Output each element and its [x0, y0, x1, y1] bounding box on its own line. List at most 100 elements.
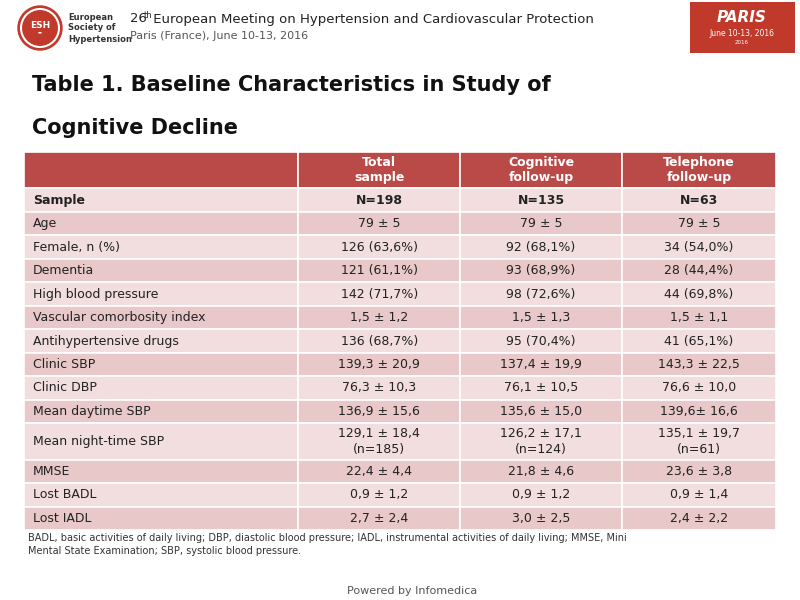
Text: PARIS: PARIS — [717, 10, 767, 25]
Text: European: European — [68, 13, 113, 22]
FancyBboxPatch shape — [298, 329, 460, 353]
FancyBboxPatch shape — [24, 506, 298, 530]
Text: 23,6 ± 3,8: 23,6 ± 3,8 — [666, 465, 732, 478]
FancyBboxPatch shape — [460, 423, 622, 460]
Circle shape — [18, 6, 62, 50]
Text: Age: Age — [33, 217, 58, 230]
Text: 136 (68,7%): 136 (68,7%) — [341, 335, 418, 347]
FancyBboxPatch shape — [298, 283, 460, 306]
FancyBboxPatch shape — [460, 400, 622, 423]
FancyBboxPatch shape — [298, 376, 460, 400]
FancyBboxPatch shape — [298, 353, 460, 376]
Text: 0,9 ± 1,2: 0,9 ± 1,2 — [350, 488, 409, 501]
FancyBboxPatch shape — [460, 506, 622, 530]
Text: 129,1 ± 18,4
(n=185): 129,1 ± 18,4 (n=185) — [338, 427, 420, 455]
Text: 135,1 ± 19,7
(n=61): 135,1 ± 19,7 (n=61) — [658, 427, 740, 455]
Text: 121 (61,1%): 121 (61,1%) — [341, 264, 418, 277]
FancyBboxPatch shape — [298, 506, 460, 530]
FancyBboxPatch shape — [460, 235, 622, 259]
Text: Total
sample: Total sample — [354, 156, 405, 184]
Text: 28 (44,4%): 28 (44,4%) — [664, 264, 734, 277]
FancyBboxPatch shape — [24, 152, 298, 188]
FancyBboxPatch shape — [460, 283, 622, 306]
Text: Mean daytime SBP: Mean daytime SBP — [33, 405, 150, 418]
Text: N=63: N=63 — [680, 194, 718, 206]
FancyBboxPatch shape — [622, 460, 776, 483]
Text: 41 (65,1%): 41 (65,1%) — [664, 335, 734, 347]
Text: 2016: 2016 — [735, 40, 749, 44]
Text: MMSE: MMSE — [33, 465, 70, 478]
Text: 126,2 ± 17,1
(n=124): 126,2 ± 17,1 (n=124) — [500, 427, 582, 455]
Text: Telephone
follow-up: Telephone follow-up — [663, 156, 734, 184]
FancyBboxPatch shape — [24, 400, 298, 423]
Text: 22,4 ± 4,4: 22,4 ± 4,4 — [346, 465, 412, 478]
Text: 126 (63,6%): 126 (63,6%) — [341, 241, 418, 254]
FancyBboxPatch shape — [690, 2, 795, 53]
Text: 79 ± 5: 79 ± 5 — [678, 217, 720, 230]
Text: Table 1. Baseline Characteristics in Study of: Table 1. Baseline Characteristics in Stu… — [32, 75, 550, 95]
Text: 95 (70,4%): 95 (70,4%) — [506, 335, 576, 347]
FancyBboxPatch shape — [298, 152, 460, 188]
Text: Antihypertensive drugs: Antihypertensive drugs — [33, 335, 179, 347]
FancyBboxPatch shape — [622, 235, 776, 259]
FancyBboxPatch shape — [298, 423, 460, 460]
FancyBboxPatch shape — [24, 283, 298, 306]
Text: 1,5 ± 1,3: 1,5 ± 1,3 — [512, 311, 570, 324]
Text: 135,6 ± 15,0: 135,6 ± 15,0 — [500, 405, 582, 418]
FancyBboxPatch shape — [298, 483, 460, 506]
Text: 143,3 ± 22,5: 143,3 ± 22,5 — [658, 358, 740, 371]
Text: ESH: ESH — [30, 20, 50, 29]
Text: 79 ± 5: 79 ± 5 — [358, 217, 401, 230]
FancyBboxPatch shape — [460, 329, 622, 353]
Text: Mean night-time SBP: Mean night-time SBP — [33, 435, 164, 448]
FancyBboxPatch shape — [460, 460, 622, 483]
Text: 2,4 ± 2,2: 2,4 ± 2,2 — [670, 512, 728, 525]
FancyBboxPatch shape — [622, 353, 776, 376]
Text: th: th — [144, 10, 153, 19]
Text: 21,8 ± 4,6: 21,8 ± 4,6 — [508, 465, 574, 478]
FancyBboxPatch shape — [622, 188, 776, 212]
Text: Lost IADL: Lost IADL — [33, 512, 91, 525]
Text: 26: 26 — [130, 13, 147, 25]
Text: 44 (69,8%): 44 (69,8%) — [664, 287, 734, 301]
Text: 98 (72,6%): 98 (72,6%) — [506, 287, 576, 301]
FancyBboxPatch shape — [298, 188, 460, 212]
Text: 137,4 ± 19,9: 137,4 ± 19,9 — [500, 358, 582, 371]
FancyBboxPatch shape — [24, 460, 298, 483]
FancyBboxPatch shape — [622, 400, 776, 423]
Text: 1,5 ± 1,2: 1,5 ± 1,2 — [350, 311, 409, 324]
FancyBboxPatch shape — [298, 306, 460, 329]
FancyBboxPatch shape — [460, 152, 622, 188]
Text: Vascular comorbosity index: Vascular comorbosity index — [33, 311, 206, 324]
Text: Powered by Infomedica: Powered by Infomedica — [347, 586, 477, 596]
Text: June 10-13, 2016: June 10-13, 2016 — [710, 28, 774, 37]
Text: 2,7 ± 2,4: 2,7 ± 2,4 — [350, 512, 409, 525]
Text: 34 (54,0%): 34 (54,0%) — [664, 241, 734, 254]
FancyBboxPatch shape — [24, 353, 298, 376]
Text: 92 (68,1%): 92 (68,1%) — [506, 241, 576, 254]
Text: 76,3 ± 10,3: 76,3 ± 10,3 — [342, 382, 416, 394]
Text: ▬: ▬ — [38, 31, 42, 35]
FancyBboxPatch shape — [298, 235, 460, 259]
Text: 139,3 ± 20,9: 139,3 ± 20,9 — [338, 358, 420, 371]
Text: 139,6± 16,6: 139,6± 16,6 — [660, 405, 738, 418]
FancyBboxPatch shape — [622, 376, 776, 400]
FancyBboxPatch shape — [24, 235, 298, 259]
FancyBboxPatch shape — [622, 283, 776, 306]
FancyBboxPatch shape — [24, 423, 298, 460]
Text: 0,9 ± 1,2: 0,9 ± 1,2 — [512, 488, 570, 501]
Text: 76,6 ± 10,0: 76,6 ± 10,0 — [662, 382, 736, 394]
Text: Hypertension: Hypertension — [68, 34, 132, 43]
Text: 136,9 ± 15,6: 136,9 ± 15,6 — [338, 405, 420, 418]
Text: N=135: N=135 — [518, 194, 565, 206]
FancyBboxPatch shape — [622, 423, 776, 460]
FancyBboxPatch shape — [622, 152, 776, 188]
Text: 1,5 ± 1,1: 1,5 ± 1,1 — [670, 311, 728, 324]
Text: Cognitive
follow-up: Cognitive follow-up — [508, 156, 574, 184]
FancyBboxPatch shape — [298, 212, 460, 235]
Text: Cognitive Decline: Cognitive Decline — [32, 118, 238, 137]
Text: Paris (France), June 10-13, 2016: Paris (France), June 10-13, 2016 — [130, 31, 308, 41]
FancyBboxPatch shape — [622, 306, 776, 329]
Text: 142 (71,7%): 142 (71,7%) — [341, 287, 418, 301]
Text: 93 (68,9%): 93 (68,9%) — [506, 264, 576, 277]
